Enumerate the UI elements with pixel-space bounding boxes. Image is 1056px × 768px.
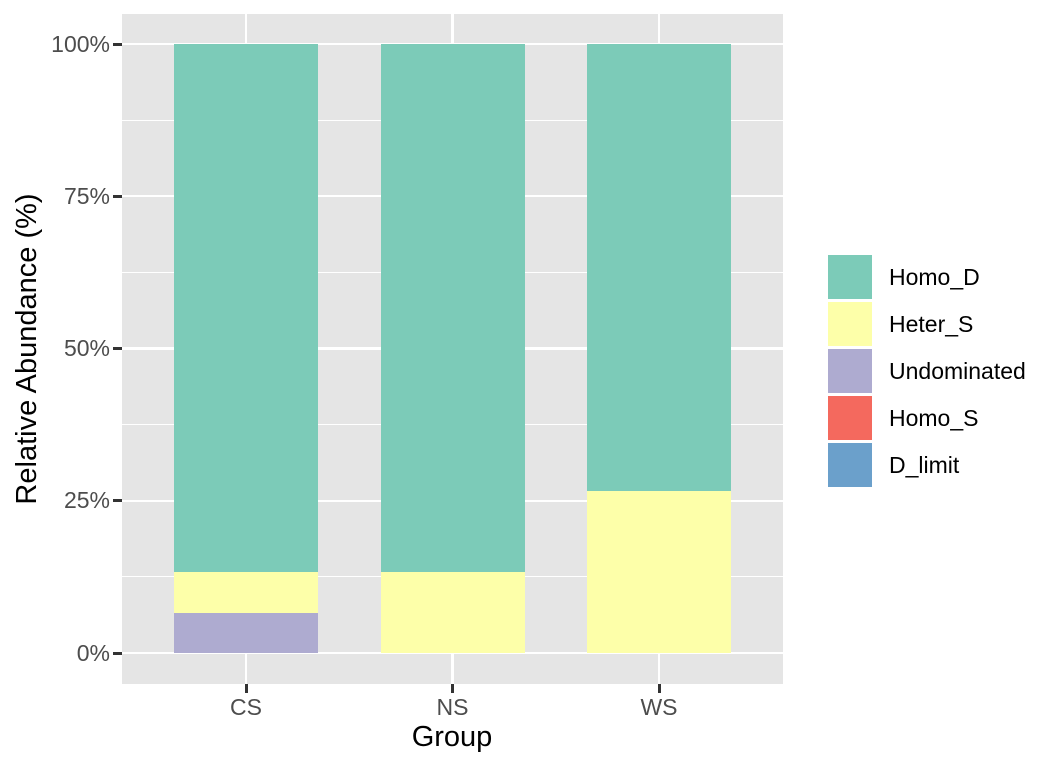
legend-item-d_limit: D_limit [828,443,1026,487]
legend-key-swatch [828,396,872,440]
legend-item-undominated: Undominated [828,349,1026,393]
x-tick-label-ns: NS [436,694,469,720]
legend-label: Undominated [889,358,1026,384]
bar-segment-undominated-cs [174,612,318,653]
legend-key-swatch [828,349,872,393]
y-tick-mark [113,42,122,46]
x-tick-label-ws: WS [640,694,678,720]
legend-label: Homo_D [889,264,980,290]
bar-segment-homo_d-ws [587,44,731,492]
y-tick-label: 25% [63,487,110,514]
x-tick-mark [244,684,248,693]
legend-label: Heter_S [889,311,974,337]
y-tick-mark [113,347,122,350]
legend-label: D_limit [889,452,960,478]
bar-segment-homo_d-ns [380,44,525,573]
legend-label: Homo_S [889,405,979,431]
y-tick-label: 100% [51,30,110,57]
x-tick-mark [451,684,454,693]
legend-item-heter_s: Heter_S [828,302,1026,346]
y-tick-label: 75% [63,182,110,209]
plot-panel [122,14,783,684]
y-tick-mark [113,651,122,655]
x-tick-label-cs: CS [230,694,262,720]
y-tick-mark [113,499,122,503]
legend-key-swatch [828,302,872,346]
y-tick-label: 50% [63,335,110,361]
bar-segment-homo_d-cs [174,44,318,573]
legend-key-swatch [828,443,872,487]
x-axis-title: Group [411,721,493,753]
bar-segment-heter_s-ns [380,572,525,653]
bar-segment-heter_s-ws [587,491,731,653]
legend-item-homo_d: Homo_D [828,255,1026,299]
bar-segment-heter_s-cs [174,572,318,613]
x-tick-mark [657,684,661,693]
y-tick-mark [113,194,122,198]
y-tick-label: 0% [76,639,110,666]
legend-key-swatch [828,255,872,299]
legend-item-homo_s: Homo_S [828,396,1026,440]
legend: Homo_D Heter_S Undominated Homo_S D_limit [828,255,1026,490]
